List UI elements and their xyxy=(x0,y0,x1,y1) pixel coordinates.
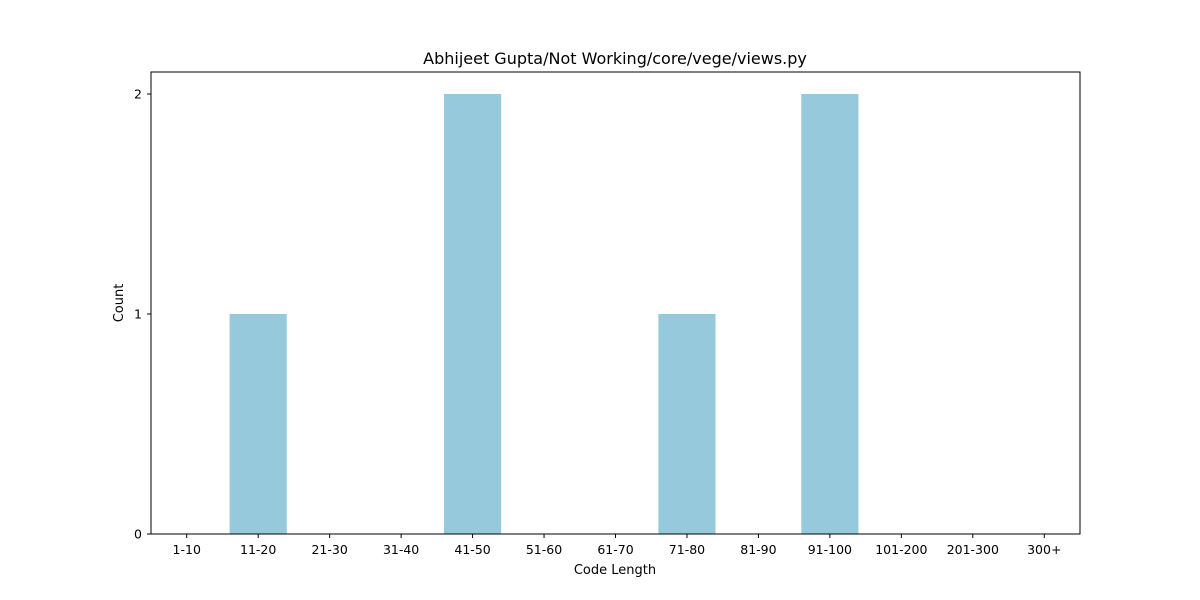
x-tick-label: 81-90 xyxy=(740,542,776,557)
x-tick-label: 61-70 xyxy=(597,542,633,557)
chart-title: Abhijeet Gupta/Not Working/core/vege/vie… xyxy=(423,49,807,68)
x-tick-label: 300+ xyxy=(1027,542,1061,557)
bar-41-50 xyxy=(443,94,502,534)
x-tick-label: 71-80 xyxy=(669,542,705,557)
bars-group xyxy=(229,94,859,534)
y-tick-label: 2 xyxy=(134,87,142,102)
x-tick-label: 21-30 xyxy=(311,542,347,557)
x-tick-label: 31-40 xyxy=(383,542,419,557)
bar-71-80 xyxy=(658,314,716,534)
x-tick-label: 91-100 xyxy=(808,542,852,557)
x-tick-label: 51-60 xyxy=(526,542,562,557)
plot-frame xyxy=(150,71,1081,535)
x-axis-label: Code Length xyxy=(574,563,656,578)
x-tick-label: 201-300 xyxy=(947,542,999,557)
bar-11-20 xyxy=(229,314,287,534)
x-tick-label: 41-50 xyxy=(454,542,490,557)
x-tick-label: 101-200 xyxy=(875,542,927,557)
x-tick-label: 11-20 xyxy=(240,542,276,557)
y-axis: 0 1 2 xyxy=(134,87,151,542)
x-tick-label: 1-10 xyxy=(173,542,201,557)
y-tick-label: 1 xyxy=(134,307,142,322)
y-axis-label: Count xyxy=(112,284,127,323)
bar-91-100 xyxy=(801,94,859,534)
y-tick-label: 0 xyxy=(134,527,142,542)
x-axis: 1-10 11-20 21-30 31-40 41-50 51-60 61-70 71-80 8… xyxy=(173,534,1061,557)
